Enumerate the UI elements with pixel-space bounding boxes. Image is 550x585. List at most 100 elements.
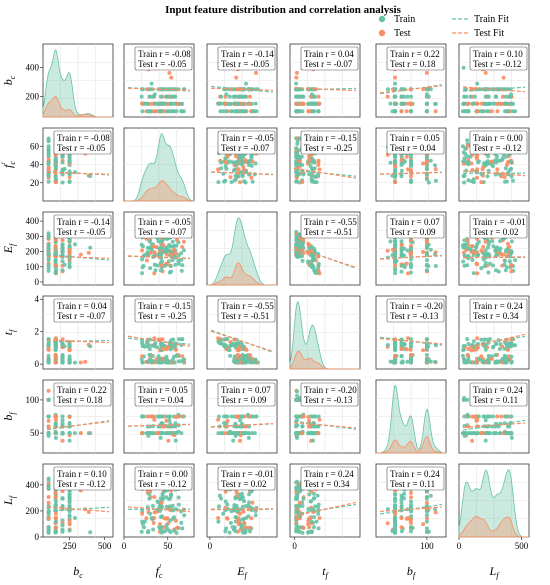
test-point [499,252,504,257]
train-point [53,268,58,273]
train-point [73,242,77,247]
train-point [310,414,315,419]
train-point [171,337,176,342]
test-point [505,347,510,352]
test-density [124,180,194,202]
test-correlation: Test r = -0.07 [304,59,353,69]
train-point [223,178,228,183]
test-density [207,262,277,286]
test-fit-line [379,254,443,260]
train-point [88,174,93,179]
test-point [242,168,247,172]
test-correlation: Test r = -0.12 [473,59,521,69]
train-point [167,243,172,247]
train-point [167,418,172,423]
train-point [250,414,255,419]
train-point [399,94,404,99]
test-point [306,518,311,523]
train-point [46,148,51,153]
test-point [393,354,398,359]
train-point [243,359,248,364]
test-correlation: Test r = 0.11 [390,479,435,489]
train-point [393,271,398,276]
correlation-box [386,214,445,239]
test-point [46,495,51,499]
correlation-box [134,466,193,491]
test-point [235,518,240,523]
train-correlation: Train r = 0.24 [390,469,440,479]
train-point [309,259,314,264]
test-point [297,500,302,505]
y-tick-label: 100 [26,262,40,272]
test-fit-line [127,335,191,347]
train-point [53,250,58,255]
train-point [509,159,513,164]
train-point [46,266,51,271]
train-point [172,360,177,365]
test-point [238,511,242,516]
test-point [242,521,247,525]
test-point [307,525,312,530]
test-fit-line [293,501,357,517]
train-point [424,509,429,514]
train-point [465,138,470,143]
figure-title: Input feature distribution and correlati… [165,4,402,16]
test-point [53,414,58,419]
train-point [424,519,429,524]
correlation-box [53,298,112,323]
train-point [254,414,259,419]
train-point [295,94,300,99]
train-point [466,162,471,167]
train-point [242,353,247,358]
train-point [180,526,185,531]
train-point [509,414,514,419]
train-point [60,343,65,347]
train-correlation: Train r = -0.08 [57,133,110,143]
train-point [471,180,476,185]
train-point [471,339,476,344]
train-point [46,263,51,268]
panel-bf-vs-bf [375,379,447,454]
y-tick-label: 0 [35,359,40,369]
train-point [297,414,302,419]
train-point [393,504,398,509]
test-point [479,101,484,106]
train-point [503,360,507,365]
train-point [236,101,241,106]
train-point [494,160,498,165]
train-point [491,414,495,419]
train-point [147,353,152,357]
test-fit-line [127,87,191,91]
train-point [46,487,51,491]
train-point [46,151,51,156]
panel-tf-vs-tf [289,295,361,370]
train-point [504,265,509,270]
test-point [164,418,169,423]
test-correlation: Test r = -0.05 [57,227,106,237]
train-correlation: Train r = -0.05 [221,133,274,143]
test-point [399,109,404,114]
train-point [393,348,398,353]
train-point [294,146,299,151]
train-point [252,431,257,436]
train-point [223,156,228,161]
test-correlation: Test r = -0.05 [57,143,106,153]
train-correlation: Train r = 0.22 [390,49,440,59]
legend-marker [378,29,386,37]
test-point [316,94,321,99]
correlation-box [469,214,528,239]
train-point [67,179,72,184]
test-point [316,431,321,436]
train-point [227,530,232,535]
test-point [317,417,322,422]
train-point [479,266,484,271]
train-point [314,180,319,185]
train-point [424,87,429,92]
test-point [243,346,248,351]
train-point [301,172,306,177]
train-point [409,154,413,159]
train-point [60,527,65,532]
test-point [479,180,484,185]
